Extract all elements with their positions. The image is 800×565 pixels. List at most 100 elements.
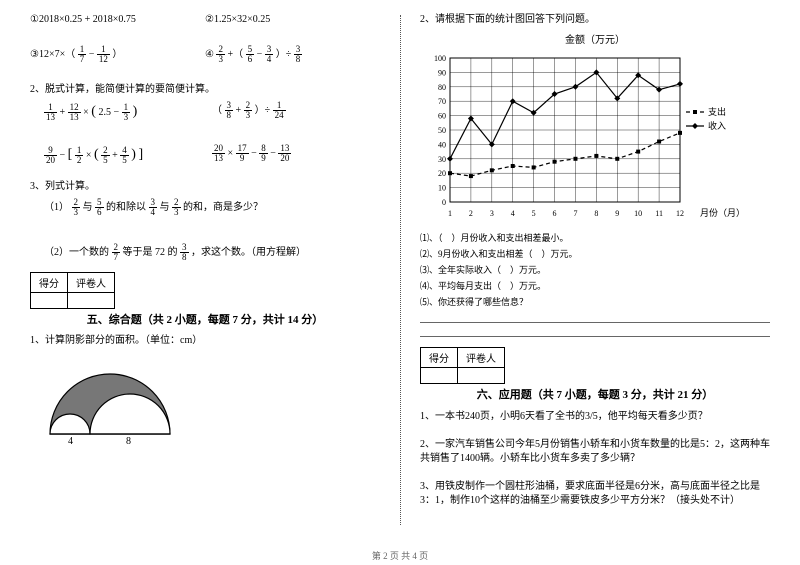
q3-b: （2）一个数的 27 等于是 72 的 38 ，求这个数。（用方程解） — [44, 243, 380, 262]
q2-d: 2013 × 179 − 89 − 1320 — [212, 144, 380, 165]
score-label: 得分 — [31, 273, 68, 293]
app-q2: 2、一家汽车销售公司今年5月份销售小轿车和小货车数量的比是5：2，这两种车共销售… — [420, 438, 770, 466]
fraction: 38 — [225, 101, 234, 120]
q1-b: ②1.25×32×0.25 — [205, 12, 380, 27]
svg-text:8: 8 — [594, 209, 598, 218]
svg-text:支出: 支出 — [708, 106, 726, 117]
score-table: 得分评卷人 — [30, 272, 115, 309]
fraction: 1320 — [278, 144, 291, 163]
svg-text:月份（月）: 月份（月） — [700, 207, 745, 218]
svg-text:10: 10 — [634, 209, 642, 218]
sub-3: ⑶、全年实际收入（ ）万元。 — [420, 263, 770, 276]
grader-label: 评卷人 — [68, 273, 115, 293]
fraction: 56 — [95, 198, 104, 217]
text: ) — [133, 104, 138, 119]
page-footer: 第 2 页 共 4 页 — [0, 545, 800, 562]
section-6-title: 六、应用题（共 7 小题，每题 3 分，共计 21 分） — [420, 386, 770, 402]
fraction: 23 — [72, 198, 81, 217]
fraction: 112 — [97, 45, 110, 64]
score-table: 得分评卷人 — [420, 347, 505, 384]
fraction: 920 — [44, 146, 57, 165]
q3-a: （1） 23 与 56 的和除以 34 与 23 的和，商是多少？ — [44, 198, 380, 217]
fraction: 23 — [216, 45, 225, 64]
svg-text:12: 12 — [676, 209, 684, 218]
svg-text:90: 90 — [438, 68, 446, 77]
section-5-title: 五、综合题（共 2 小题，每题 7 分，共计 14 分） — [30, 311, 380, 327]
fraction: 45 — [120, 146, 129, 165]
fraction: 124 — [273, 101, 286, 120]
fraction: 34 — [265, 45, 274, 64]
fraction: 13 — [122, 103, 131, 122]
svg-text:11: 11 — [655, 209, 663, 218]
fraction: 89 — [259, 144, 268, 163]
text: 的和除以 — [106, 202, 146, 213]
text: [ — [68, 147, 73, 162]
svg-text:2: 2 — [469, 209, 473, 218]
svg-text:0: 0 — [442, 198, 446, 207]
text: 的和，商是多少？ — [183, 202, 263, 213]
fraction: 23 — [172, 198, 181, 217]
answer-line — [420, 311, 770, 323]
svg-text:30: 30 — [438, 155, 446, 164]
grader-cell — [458, 368, 505, 384]
text: × — [86, 150, 92, 161]
text: 与 — [83, 202, 93, 213]
app-q3: 3、用铁皮制作一个圆柱形油桶，要求底面半径是6分米，高与底面半径之比是3：1，制… — [420, 480, 770, 508]
text: ( — [94, 147, 99, 162]
q2-c: 920 − [ 12 × ( 25 + 45 ) ] — [44, 144, 212, 165]
sub-4: ⑷、平均每月支出（ ）万元。 — [420, 279, 770, 292]
fraction: 23 — [244, 101, 253, 120]
sub-1: ⑴、（ ）月份收入和支出相差最小。 — [420, 231, 770, 244]
score-cell — [421, 368, 458, 384]
svg-text:70: 70 — [438, 97, 446, 106]
fraction: 34 — [149, 198, 158, 217]
text: + — [60, 107, 68, 118]
fraction: 17 — [78, 45, 87, 64]
text: （1） — [44, 202, 69, 213]
fraction: 12 — [75, 146, 84, 165]
text: 与 — [160, 202, 170, 213]
svg-text:4: 4 — [511, 209, 515, 218]
text: − — [257, 49, 265, 60]
text: ） — [112, 49, 122, 60]
fraction: 38 — [180, 243, 189, 262]
shaded-figure: 4 8 — [30, 354, 380, 447]
text: × — [228, 148, 234, 159]
text: （2）一个数的 — [44, 247, 109, 258]
svg-text:收入: 收入 — [708, 120, 726, 131]
sub-2: ⑵、9月份收入和支出相差（ ）万元。 — [420, 247, 770, 260]
text: − — [270, 148, 278, 159]
fraction: 27 — [112, 243, 121, 262]
fraction: 56 — [246, 45, 255, 64]
q2-title: 2、脱式计算，能简便计算的要简便计算。 — [30, 82, 380, 97]
svg-text:7: 7 — [573, 209, 577, 218]
text: ，求这个数。（用方程解） — [191, 247, 306, 258]
fraction: 179 — [236, 144, 249, 163]
svg-text:6: 6 — [553, 209, 557, 218]
svg-text:80: 80 — [438, 83, 446, 92]
left-column: ①2018×0.25 + 2018×0.75 ②1.25×32×0.25 ③12… — [0, 0, 400, 545]
text: 等于是 72 的 — [123, 247, 178, 258]
svg-text:3: 3 — [490, 209, 494, 218]
grader-cell — [68, 293, 115, 309]
score-label: 得分 — [421, 348, 458, 368]
q1-d: ④ 23 +（ 56 − 34 ）÷ 38 — [205, 45, 380, 64]
score-cell — [31, 293, 68, 309]
svg-text:40: 40 — [438, 140, 446, 149]
text: ( — [91, 104, 96, 119]
fraction: 1213 — [68, 103, 81, 122]
text: ) — [131, 147, 136, 162]
fraction: 25 — [101, 146, 110, 165]
text: − — [89, 49, 97, 60]
text: ] — [138, 147, 143, 162]
fraction: 38 — [294, 45, 303, 64]
q1-c: ③12×7×（ 17 − 112 ） — [30, 45, 205, 64]
q3-title: 3、列式计算。 — [30, 179, 380, 194]
line-chart: 0102030405060708090100123456789101112支出收… — [420, 52, 770, 225]
text: ③12×7×（ — [30, 49, 75, 60]
q2-b: （ 38 + 23 ）÷ 124 — [212, 101, 380, 122]
svg-text:20: 20 — [438, 169, 446, 178]
svg-text:60: 60 — [438, 112, 446, 121]
column-divider — [400, 15, 401, 525]
svg-text:1: 1 — [448, 209, 452, 218]
